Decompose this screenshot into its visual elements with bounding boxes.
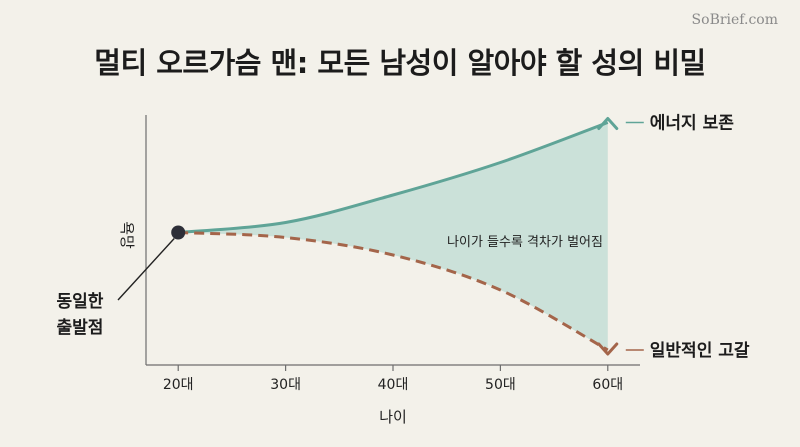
gap-annotation: 나이가 들수록 격차가 벌어짐 bbox=[447, 235, 603, 250]
x-tick-label: 20대 bbox=[163, 377, 194, 393]
x-axis-title: 나이 bbox=[379, 408, 407, 426]
start-point-label-line-2: 출발점 bbox=[57, 318, 104, 338]
series-label-common-depletion: 일반적인 고갈 bbox=[650, 341, 750, 361]
y-axis-title: 욕망 bbox=[118, 221, 136, 249]
x-tick-label: 30대 bbox=[270, 377, 301, 393]
gap-area bbox=[178, 122, 608, 350]
x-tick-label: 50대 bbox=[485, 377, 516, 393]
start-point-dot bbox=[171, 225, 186, 240]
down-chevron-icon bbox=[597, 342, 619, 356]
x-tick-label: 40대 bbox=[378, 377, 409, 393]
x-ticks: 20대 30대 40대 50대 60대 bbox=[163, 365, 623, 393]
series-label-energy-conservation: 에너지 보존 bbox=[650, 114, 734, 134]
page-title: 멀티 오르가슴 맨: 모든 남성이 알아야 할 성의 비밀 bbox=[94, 46, 706, 80]
start-point-label-line-1: 동일한 bbox=[57, 292, 104, 312]
series-line-common-depletion bbox=[178, 231, 609, 352]
series-line-energy-conservation bbox=[178, 121, 609, 234]
x-tick-label: 60대 bbox=[592, 377, 623, 393]
up-chevron-icon bbox=[597, 117, 619, 130]
watermark: SoBrief.com bbox=[691, 12, 778, 28]
start-point-leader bbox=[117, 238, 175, 301]
